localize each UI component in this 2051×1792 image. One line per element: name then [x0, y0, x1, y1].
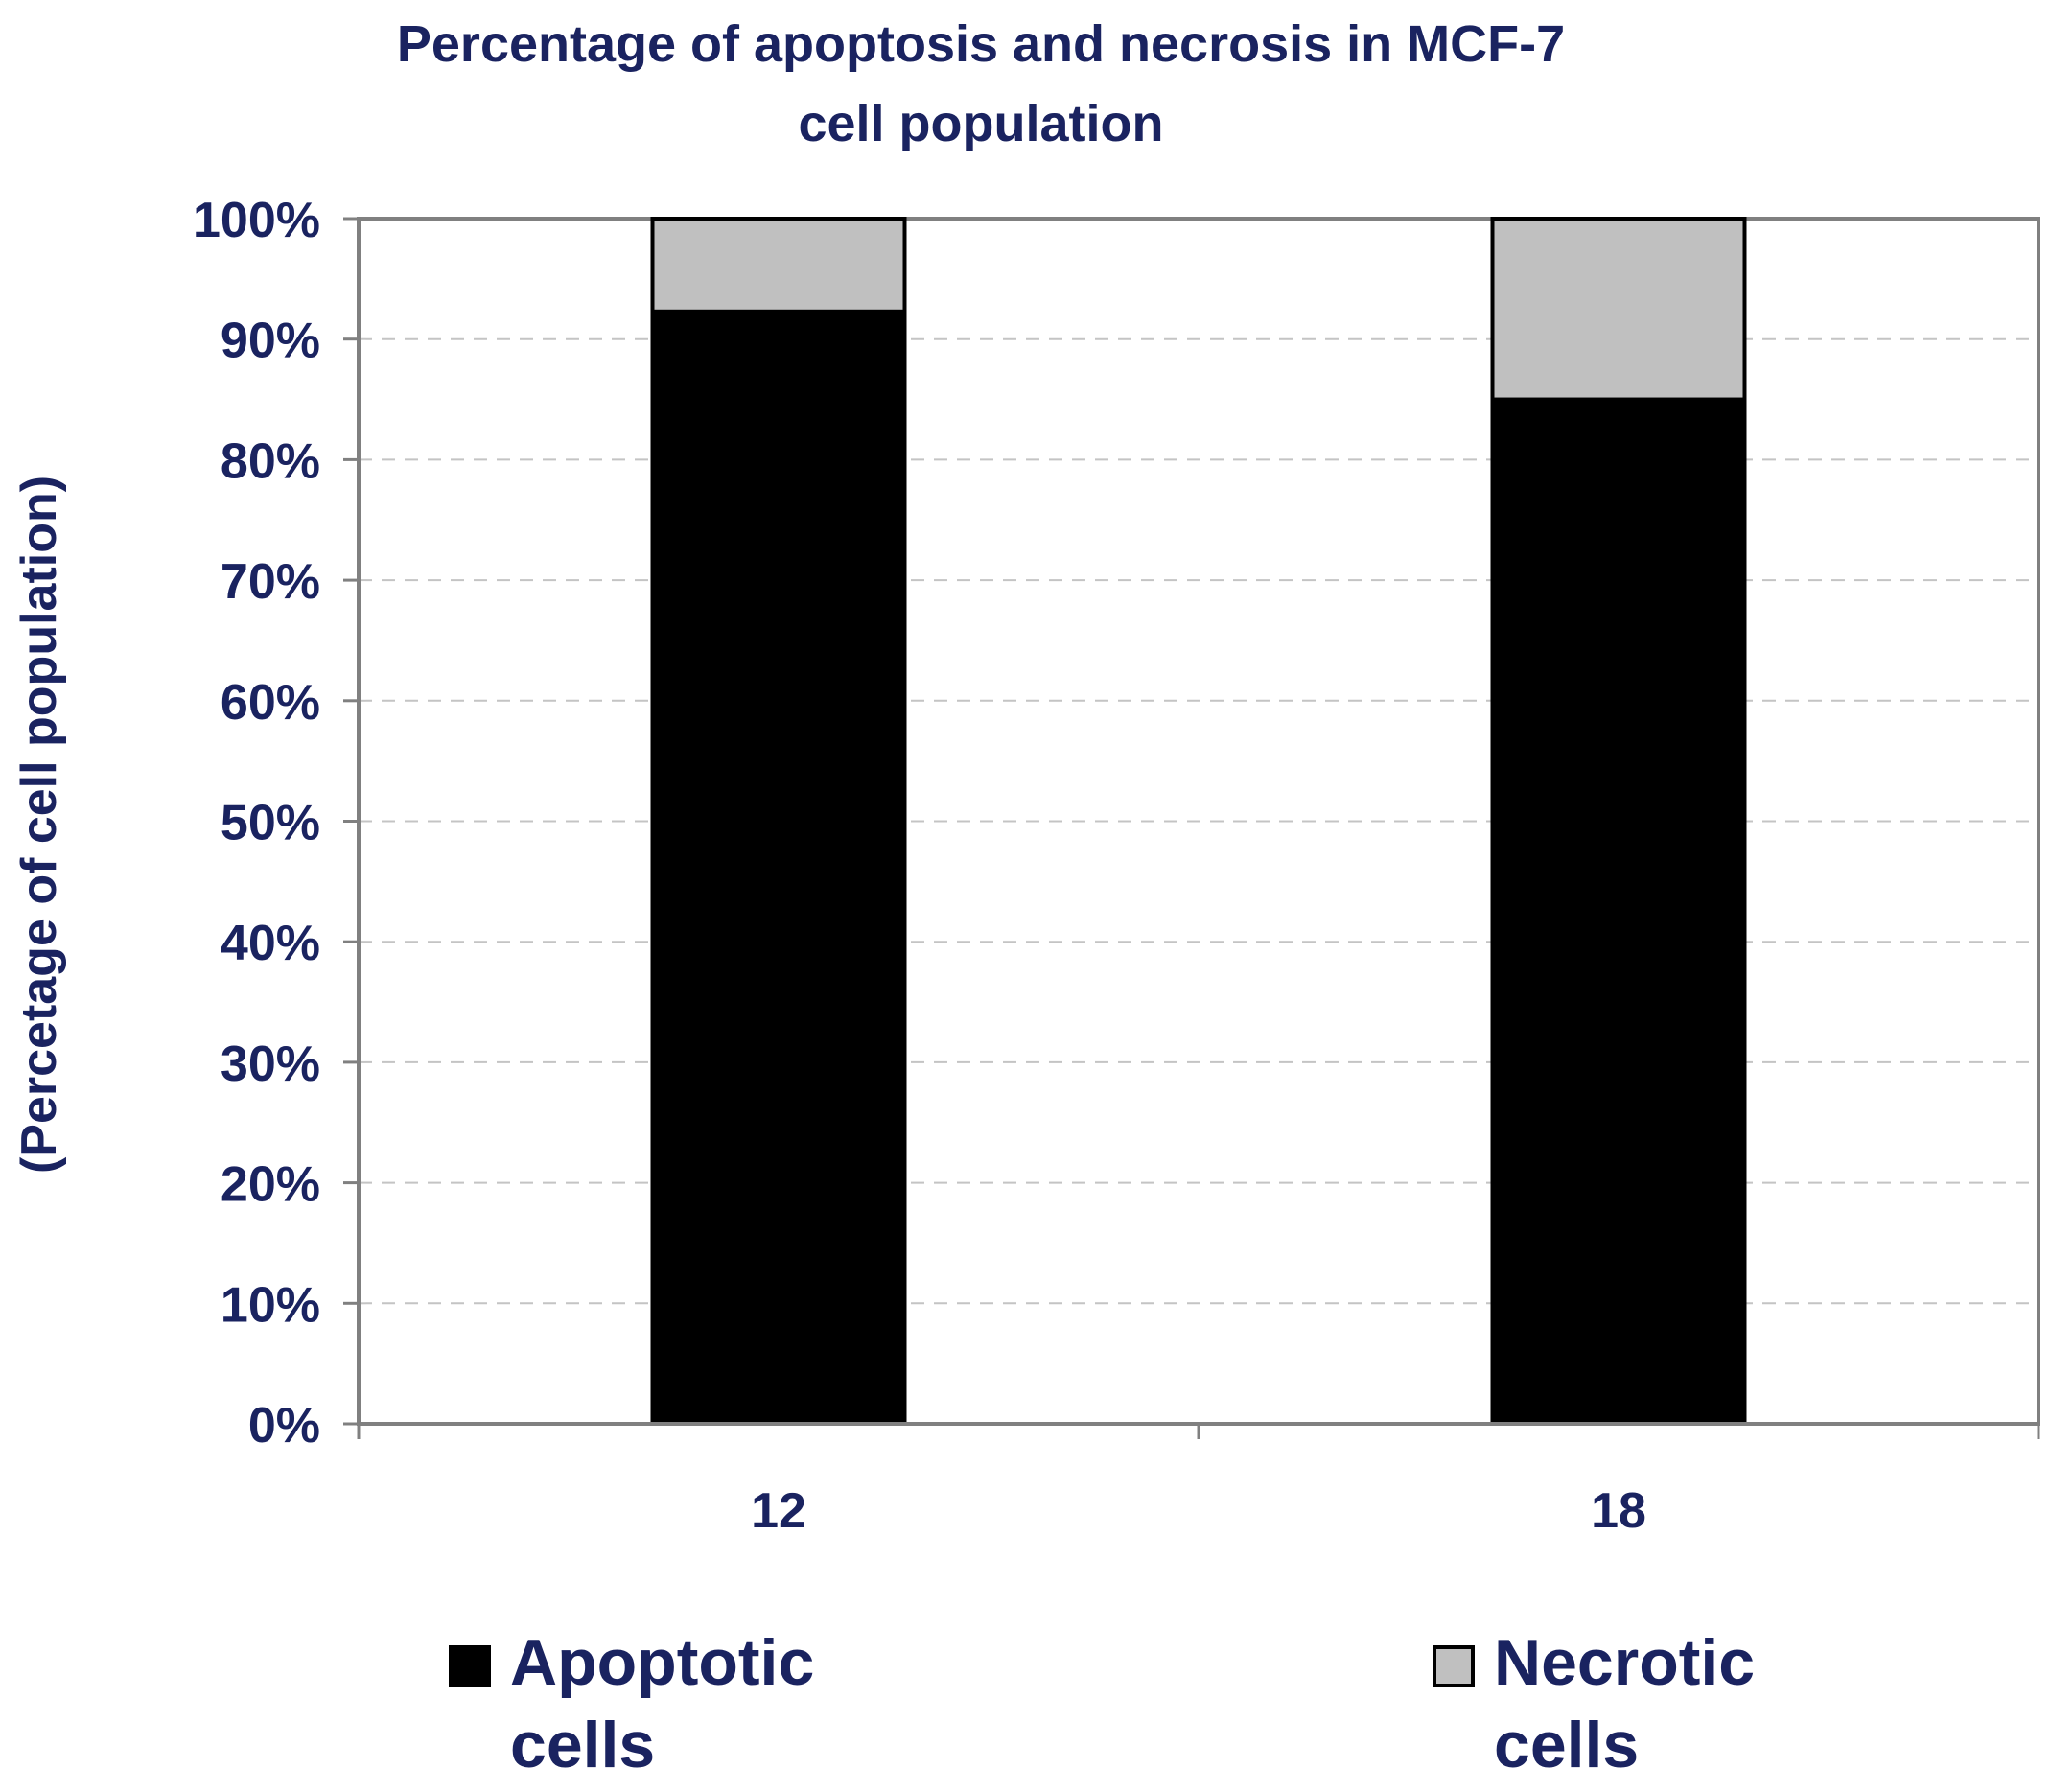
chart-title-line: Percentage of apoptosis and necrosis in … [397, 15, 1565, 73]
legend-label: Apoptotic [510, 1626, 814, 1699]
legend: Apoptotic cells Necrotic cells [449, 1626, 1755, 1781]
bar-apoptotic-cells-12 [650, 309, 907, 1427]
y-tick-label: 70% [221, 554, 320, 610]
legend-label: Necrotic [1494, 1626, 1755, 1699]
y-axis-title: (Percetage of cell population) [12, 476, 67, 1174]
y-tick-label: 20% [221, 1157, 320, 1213]
y-tick-label: 10% [221, 1277, 320, 1333]
y-tick-label: 60% [221, 675, 320, 731]
gridlines [359, 337, 2039, 1305]
x-tick-label: 12 [751, 1483, 806, 1539]
legend-item-necrotic-cells: Necrotic cells [1433, 1626, 1755, 1781]
legend-item-apoptotic-cells: Apoptotic cells [449, 1626, 814, 1781]
bar-necrotic-cells-12 [650, 217, 907, 314]
bar-necrotic-cells-18 [1490, 217, 1747, 402]
y-tick-label: 40% [221, 916, 320, 971]
bars [650, 217, 1747, 1427]
y-tick-label: 100% [193, 193, 320, 248]
legend-swatch [449, 1645, 491, 1687]
legend-swatch [1433, 1645, 1475, 1687]
y-axis-label: (Percetage of cell population) [12, 476, 67, 1174]
legend-label: cells [1494, 1709, 1639, 1781]
chart-title-line: cell population [798, 95, 1163, 152]
y-tick-label: 0% [248, 1398, 320, 1454]
y-tick-label: 80% [221, 433, 320, 489]
x-tick-label: 18 [1591, 1483, 1646, 1539]
y-tick-label: 90% [221, 314, 320, 369]
bar-apoptotic-cells-18 [1490, 397, 1747, 1426]
chart-title: Percentage of apoptosis and necrosis in … [397, 15, 1565, 152]
y-tick-label: 30% [221, 1036, 320, 1092]
y-axis: 0% 10% 20% 30% 40% 50% 60% 70% 80% 90% 100% [193, 193, 361, 1454]
legend-label: cells [510, 1709, 655, 1781]
y-tick-label: 50% [221, 796, 320, 851]
x-axis: 12 18 [357, 1422, 2040, 1539]
